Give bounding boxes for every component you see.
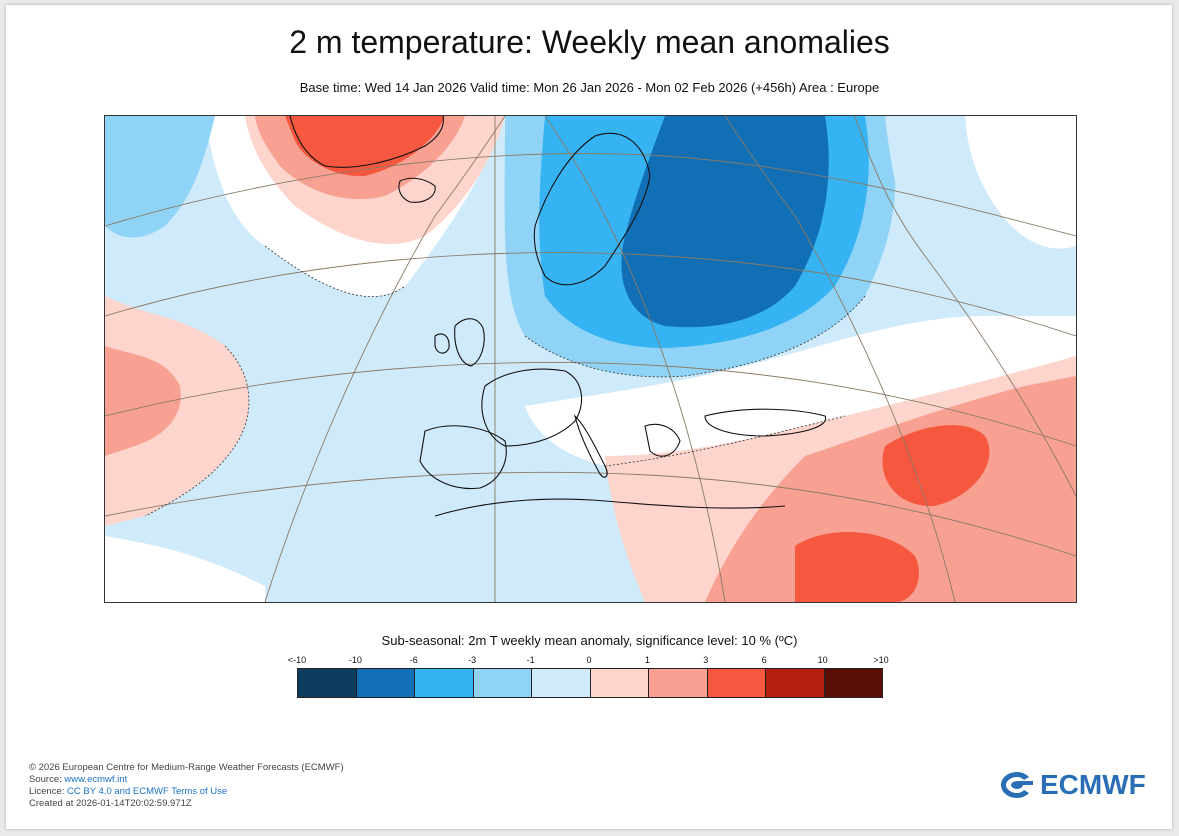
legend-tick: -10 <box>348 655 362 665</box>
footer-licence: Licence: CC BY 4.0 and ECMWF Terms of Us… <box>29 786 344 798</box>
legend-swatch <box>765 669 824 697</box>
ecmwf-logo-icon <box>1001 772 1033 798</box>
footer-created: Created at 2026-01-14T20:02:59.971Z <box>29 798 192 809</box>
graticule-lon-3 <box>544 116 726 602</box>
legend-swatch <box>589 669 648 697</box>
legend-tick: <-10 <box>287 655 307 665</box>
source-link[interactable]: www.ecmwf.int <box>64 774 128 785</box>
legend-swatch <box>531 669 590 697</box>
contour-scandinavia <box>524 295 866 378</box>
legend-title: Sub-seasonal: 2m T weekly mean anomaly, … <box>381 633 798 648</box>
page-title: 2 m temperature: Weekly mean anomalies <box>289 24 890 60</box>
anomaly-map <box>104 115 1077 603</box>
legend-swatch <box>298 669 356 697</box>
legend-colorbar <box>297 668 883 698</box>
footer-licence-label: Licence: <box>29 786 68 797</box>
legend-tick: >10 <box>873 655 889 665</box>
legend-swatch <box>823 669 882 697</box>
legend-tick: 3 <box>703 655 709 665</box>
contour-atlantic <box>144 345 250 517</box>
arabia-warm-core <box>882 425 990 507</box>
footer-source: Source: www.ecmwf.int <box>29 774 344 786</box>
africa-warm-core <box>795 532 919 602</box>
greenland-coast <box>289 116 444 168</box>
graticule-lat-1 <box>105 153 1076 237</box>
footer-copyright: © 2026 European Centre for Medium-Range … <box>29 762 344 773</box>
scandinavia-coast <box>533 132 651 286</box>
northwest-cold <box>105 116 215 238</box>
coastlines <box>289 116 827 517</box>
page-subtitle: Base time: Wed 14 Jan 2026 Valid time: M… <box>299 80 880 95</box>
footer: © 2026 European Centre for Medium-Range … <box>29 762 344 810</box>
france-coast <box>481 368 583 447</box>
legend-tick: -1 <box>526 655 535 665</box>
italy-coast <box>573 414 608 478</box>
atlantic-warm-core <box>105 346 181 456</box>
licence-link[interactable]: CC BY 4.0 and ECMWF Terms of Use <box>67 786 228 797</box>
legend-tick: 6 <box>761 655 767 665</box>
contour-mediterranean <box>604 415 846 467</box>
legend-swatch <box>414 669 473 697</box>
significance-contours <box>144 245 866 517</box>
legend-tick: 1 <box>644 655 650 665</box>
footer-source-label: Source: <box>29 774 65 785</box>
mediterranean-neutral <box>525 316 1076 466</box>
graticule-lon-1 <box>264 116 506 602</box>
legend-tick: 10 <box>817 655 828 665</box>
graticule-lat-3 <box>105 362 1076 447</box>
legend-tick: -6 <box>409 655 418 665</box>
graticule-lat-2 <box>105 252 1076 337</box>
southwest-neutral <box>105 536 265 602</box>
graticule-lon-4 <box>724 116 956 602</box>
north-africa-coast <box>434 498 786 517</box>
legend-tick: 0 <box>586 655 592 665</box>
black-sea-coast <box>704 408 827 437</box>
graticule-lat-4 <box>105 471 1076 557</box>
legend-swatch <box>706 669 765 697</box>
ecmwf-logo-text: ECMWF <box>1040 769 1146 800</box>
legend-swatch <box>648 669 707 697</box>
ecmwf-logo: ECMWF <box>998 769 1153 800</box>
britain-coast <box>454 318 485 367</box>
iceland-coast <box>398 177 436 203</box>
ireland-coast <box>434 333 450 354</box>
greenland-warm-core <box>285 116 445 177</box>
greece-coast <box>644 423 681 457</box>
graticule <box>105 116 1076 602</box>
legend-ticks: <-10 -10 -6 -3 -1 0 1 3 6 10 >10 <box>288 655 889 667</box>
legend-tick: -3 <box>468 655 477 665</box>
legend-swatch <box>355 669 414 697</box>
legend-swatch <box>472 669 531 697</box>
graticule-lon-5 <box>854 116 1076 497</box>
map-canvas <box>105 116 1076 602</box>
iberia-cold-light <box>405 412 536 529</box>
northeast-neutral <box>965 116 1076 249</box>
iberia-coast <box>419 425 507 490</box>
